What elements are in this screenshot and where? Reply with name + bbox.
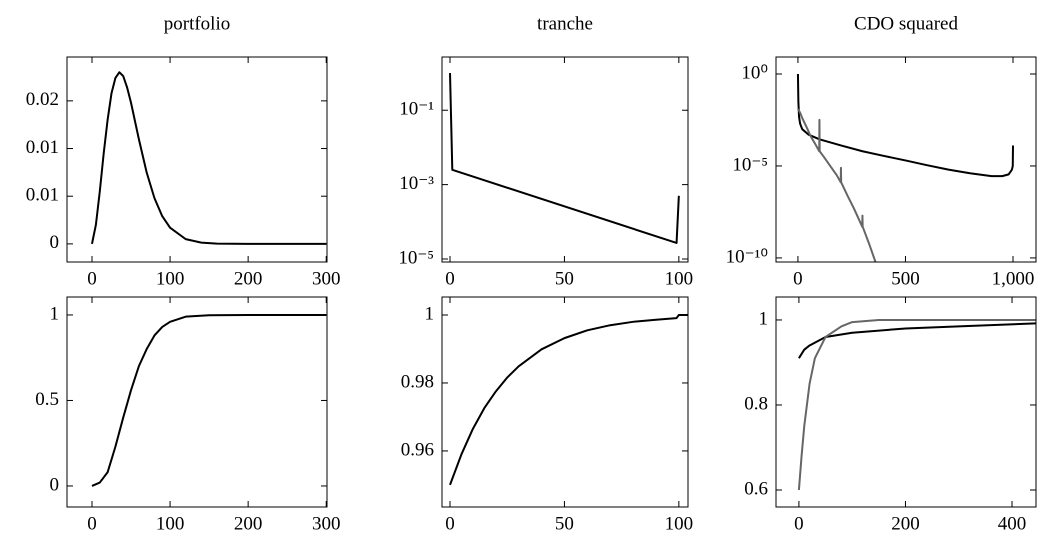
x-tick-label: 1,000 — [992, 268, 1035, 289]
y-tick-label: 0.6 — [744, 478, 768, 499]
y-tick-label: 0.5 — [35, 389, 59, 410]
y-tick-label: 0.01 — [26, 137, 59, 158]
y-tick-label: 10⁻⁵ — [732, 154, 768, 175]
x-tick-label: 300 — [312, 513, 341, 534]
x-tick-label: 200 — [234, 513, 263, 534]
x-tick-label: 300 — [312, 268, 341, 289]
subplot: CDO squared 10⁰ 10⁻⁵ 10⁻¹⁰ 0 500 1,000 — [726, 13, 1037, 289]
y-tick-label: 0.02 — [26, 89, 59, 110]
y-tick-label: 1 — [50, 303, 60, 324]
subplot: 0.96 0.98 1 0 50 100 — [401, 296, 694, 534]
x-tick-label: 500 — [891, 268, 920, 289]
subplot: portfolio 0 0.01 0.01 0.02 100 200 300 0 — [26, 13, 341, 289]
y-tick-label: 0 — [50, 232, 60, 253]
y-tick-label: 0 — [50, 474, 60, 495]
x-tick-label: 50 — [555, 513, 574, 534]
x-tick-label: 200 — [891, 513, 920, 534]
data-line — [449, 73, 680, 244]
x-tick-label: 0 — [87, 513, 97, 534]
subplot: 0 0.5 1 0 100 200 300 — [35, 296, 341, 534]
x-tick-label: 100 — [665, 268, 694, 289]
axes-frame — [66, 56, 328, 263]
y-tick-label: 0.8 — [744, 393, 768, 414]
x-tick-label: 0 — [87, 268, 97, 289]
data-line — [798, 322, 1036, 359]
data-line — [797, 318, 1036, 491]
subplot-title: portfolio — [164, 13, 231, 34]
x-tick-label: 0 — [445, 513, 455, 534]
y-tick-label: 10⁻¹⁰ — [726, 246, 768, 267]
subplot-title: CDO squared — [854, 13, 958, 34]
y-tick-label: 1 — [425, 303, 435, 324]
y-tick-label: 10⁻³ — [399, 173, 434, 194]
x-tick-label: 100 — [156, 513, 185, 534]
data-line — [797, 108, 877, 262]
axes-frame — [775, 56, 1037, 263]
x-tick-label: 0 — [793, 268, 803, 289]
x-tick-label: 100 — [156, 268, 185, 289]
y-tick-label: 10⁻¹ — [399, 99, 434, 120]
axes-frame — [66, 296, 328, 508]
data-line — [449, 314, 688, 486]
data-line — [91, 71, 327, 245]
x-tick-label: 400 — [998, 513, 1027, 534]
axes-frame — [441, 296, 689, 508]
data-line — [796, 73, 1014, 178]
y-tick-label: 0.96 — [401, 439, 434, 460]
x-tick-label: 200 — [234, 268, 263, 289]
y-tick-label: 10⁰ — [741, 62, 768, 83]
axes-frame — [441, 56, 689, 263]
y-tick-label: 1 — [759, 308, 769, 329]
y-tick-label: 0.01 — [26, 185, 59, 206]
data-line — [91, 313, 327, 487]
axes-frame — [775, 296, 1037, 508]
x-tick-label: 0 — [794, 513, 804, 534]
subplot-title: tranche — [537, 13, 593, 34]
subplot: 0.6 0.8 1 0 200 400 — [744, 296, 1037, 534]
y-tick-label: 10⁻⁵ — [398, 247, 434, 268]
subplot: tranche 10⁻¹ 10⁻³ 10⁻⁵ 0 50 100 — [398, 13, 693, 289]
x-tick-label: 100 — [665, 513, 694, 534]
x-tick-label: 50 — [555, 268, 574, 289]
y-tick-label: 0.98 — [401, 371, 434, 392]
x-tick-label: 0 — [445, 268, 455, 289]
